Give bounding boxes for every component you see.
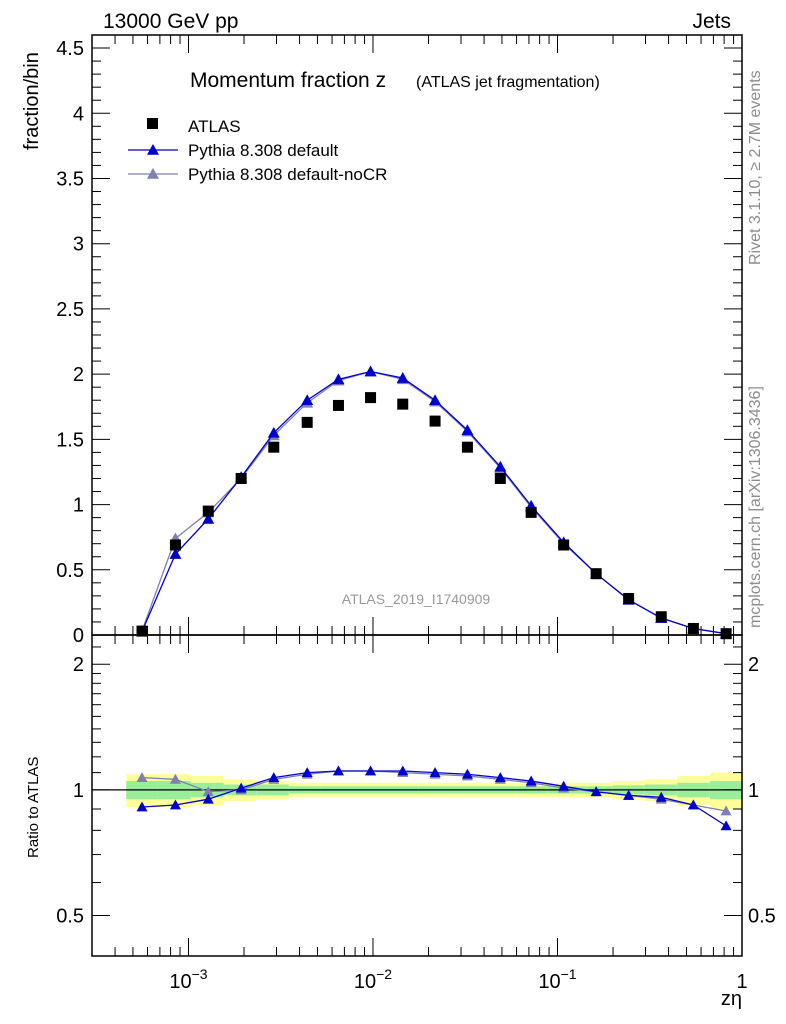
- ratio-series-layer: [136, 765, 732, 831]
- legend-label: Pythia 8.308 default-noCR: [188, 165, 387, 184]
- y-tick-label: 2: [73, 364, 84, 386]
- series-point: [169, 548, 182, 559]
- data-point: [397, 398, 409, 410]
- ratio-tick-label-left: 2: [73, 654, 84, 676]
- y-tick-label: 4: [73, 103, 84, 125]
- x-tick-exponent: −1: [561, 966, 577, 982]
- ratio-tick-label-left: 1: [73, 780, 84, 802]
- ratio-point: [268, 772, 280, 783]
- ratio-point: [590, 786, 602, 797]
- ratio-point: [558, 780, 570, 791]
- data-point: [429, 415, 441, 427]
- ratio-point: [136, 801, 148, 812]
- analysis-id-watermark: ATLAS_2019_I1740909: [342, 591, 491, 607]
- ratio-tick-label-left: 0.5: [56, 906, 84, 928]
- header-energy-label: 13000 GeV pp: [103, 10, 238, 33]
- data-point: [136, 625, 148, 637]
- y-axis-label: fraction/bin: [21, 52, 43, 150]
- legend-marker-atlas: [147, 118, 158, 129]
- data-point: [623, 592, 635, 604]
- chart-subtitle: (ATLAS jet fragmentation): [416, 74, 600, 91]
- data-point: [202, 505, 214, 517]
- ratio-point: [235, 782, 247, 793]
- data-point: [169, 539, 181, 551]
- y-tick-label: 2.5: [56, 299, 84, 321]
- ratio-point: [365, 765, 377, 776]
- series-point: [429, 394, 442, 406]
- ratio-point: [525, 775, 537, 786]
- data-point: [268, 441, 280, 453]
- x-tick-labels: 10−3 10−2 10−1 1: [169, 966, 747, 993]
- ratio-point: [461, 768, 473, 779]
- legend-marker: [147, 168, 159, 179]
- ratio-tick-label-right: 1: [748, 780, 759, 802]
- data-point: [365, 392, 377, 404]
- y-tick-label: 1.5: [56, 429, 84, 451]
- ratio-tick-label-right: 2: [748, 654, 759, 676]
- data-point: [525, 506, 537, 518]
- y-tick-label: 0.5: [56, 560, 84, 582]
- ratio-point: [720, 805, 732, 816]
- ratio-axis-label: Ratio to ATLAS: [25, 757, 42, 858]
- ratio-point: [332, 765, 344, 776]
- series-point: [461, 424, 474, 436]
- ratio-point: [301, 767, 313, 778]
- mcplots-label: mcplots.cern.ch [arXiv:1306.3436]: [747, 386, 764, 628]
- series-layer: [136, 365, 733, 640]
- y-tick-label: 0: [73, 625, 84, 647]
- ratio-point: [169, 773, 181, 784]
- rivet-version-label: Rivet 3.1.10, ≥ 2.7M events: [747, 70, 764, 265]
- series-point: [267, 426, 280, 438]
- y-tick-label: 3: [73, 234, 84, 256]
- ratio-point: [202, 786, 214, 797]
- header-process-label: Jets: [692, 10, 731, 33]
- ratio-point: [136, 772, 148, 783]
- series-point: [202, 512, 215, 524]
- legend: ATLAS Pythia 8.308 default Pythia 8.308 de…: [128, 117, 387, 184]
- x-tick-label: 10−2: [354, 966, 392, 993]
- x-tick-exponent: −3: [192, 966, 208, 982]
- x-tick-exponent: −2: [376, 966, 392, 982]
- ratio-point: [655, 791, 667, 802]
- series-point: [301, 394, 314, 406]
- series-point: [396, 372, 409, 383]
- x-tick-label: 10−1: [538, 966, 576, 993]
- ratio-point: [623, 789, 635, 800]
- ratio-point: [429, 767, 441, 778]
- data-point: [301, 416, 313, 428]
- series-point: [332, 373, 345, 385]
- legend-label: ATLAS: [188, 117, 241, 136]
- data-point: [494, 472, 506, 484]
- ratio-point: [494, 772, 506, 783]
- ratio-point: [397, 765, 409, 776]
- ratio-plot-frame: [91, 634, 743, 957]
- y-tick-labels: 0 0.5 1 1.5 2 2.5 3 3.5 4 4.5: [56, 38, 84, 647]
- data-point: [235, 472, 247, 484]
- series-point: [494, 460, 507, 472]
- x-axis-label: zη: [721, 988, 742, 1010]
- chart-title: Momentum fraction z: [190, 69, 386, 92]
- ratio-point: [687, 799, 699, 810]
- data-point: [590, 568, 602, 580]
- data-point: [720, 628, 732, 640]
- legend-marker: [147, 144, 159, 155]
- ratio-tick-labels: 0.5 0.5 1 1 2 2: [56, 654, 776, 927]
- ratio-point: [720, 820, 732, 831]
- ratio-point: [169, 799, 181, 810]
- ratio-point: [202, 793, 214, 804]
- series-point: [364, 365, 377, 377]
- y-tick-label: 4.5: [56, 38, 84, 60]
- legend-label: Pythia 8.308 default: [188, 141, 339, 160]
- x-tick-label: 1: [736, 971, 747, 993]
- data-point: [332, 399, 344, 411]
- data-point: [461, 441, 473, 453]
- data-point: [558, 539, 570, 551]
- data-point: [687, 622, 699, 634]
- ratio-tick-label-right: 0.5: [748, 906, 776, 928]
- x-tick-label: 10−3: [169, 966, 207, 993]
- y-tick-label: 1: [73, 495, 84, 517]
- y-tick-label: 3.5: [56, 168, 84, 190]
- data-point: [655, 611, 667, 623]
